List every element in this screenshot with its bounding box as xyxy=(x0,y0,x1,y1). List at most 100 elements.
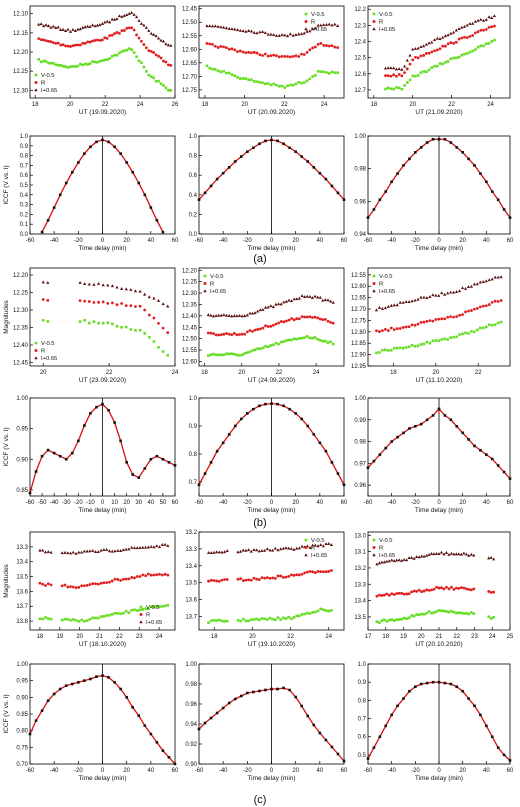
point-v xyxy=(400,617,404,621)
point-r xyxy=(138,304,142,308)
point-v xyxy=(69,65,72,68)
point-i xyxy=(446,33,450,37)
y-tick-label: 0.0 xyxy=(20,232,29,238)
y-tick-label: 12.7 xyxy=(354,88,366,94)
point-i xyxy=(113,549,117,553)
y-tick-label: 12.35 xyxy=(13,326,29,332)
ccf-point xyxy=(246,150,249,153)
point-v xyxy=(401,346,405,350)
point-v xyxy=(467,612,471,616)
point-r xyxy=(303,315,306,319)
point-i xyxy=(313,294,317,298)
x-tick-label: 22 xyxy=(453,634,460,640)
point-r xyxy=(432,587,436,591)
point-i xyxy=(127,547,131,551)
point-i xyxy=(82,549,87,553)
point-r xyxy=(434,318,438,321)
point-r xyxy=(303,571,307,575)
point-i xyxy=(100,22,104,26)
point-v xyxy=(66,66,70,69)
point-r xyxy=(252,576,256,580)
point-r xyxy=(470,309,473,312)
ccf-point xyxy=(431,137,435,141)
point-r xyxy=(220,578,224,582)
point-i xyxy=(463,286,468,290)
point-i xyxy=(263,305,268,309)
point-v xyxy=(305,335,309,338)
x-tick-label: -20 xyxy=(411,238,420,244)
point-i xyxy=(487,15,491,19)
point-r xyxy=(152,573,156,577)
point-r xyxy=(215,579,218,583)
point-v xyxy=(123,49,126,53)
point-i xyxy=(269,32,273,36)
point-r xyxy=(457,37,461,41)
point-v xyxy=(88,62,92,65)
ccf-point xyxy=(173,762,177,766)
point-r xyxy=(102,581,106,585)
point-v xyxy=(253,348,257,351)
point-r xyxy=(115,31,119,34)
y-tick-label: 12.90 xyxy=(351,353,367,359)
point-v xyxy=(298,614,301,618)
point-r xyxy=(305,315,309,319)
point-i xyxy=(206,551,211,554)
point-v xyxy=(160,605,164,608)
point-v xyxy=(57,63,60,67)
point-v xyxy=(295,614,298,618)
point-r xyxy=(120,302,124,305)
point-v xyxy=(225,352,228,356)
point-v xyxy=(97,616,100,620)
y-tick-label: 12.55 xyxy=(182,34,198,40)
point-v xyxy=(470,330,473,333)
point-i xyxy=(64,29,68,33)
ccf-point xyxy=(258,689,261,693)
x-tick-label: 18 xyxy=(202,102,209,108)
x-tick-label: 18 xyxy=(211,634,218,640)
point-i xyxy=(142,23,146,27)
legend-marker-r xyxy=(34,81,38,84)
ccf-point xyxy=(52,451,56,455)
ccf-point xyxy=(479,448,482,452)
point-v xyxy=(106,321,110,325)
point-i xyxy=(467,553,471,557)
ccf-point xyxy=(449,682,453,686)
y-tick-label: 12.30 xyxy=(182,291,198,297)
point-v xyxy=(258,80,262,84)
point-r xyxy=(37,37,41,41)
point-r xyxy=(101,300,105,304)
point-i xyxy=(156,36,161,40)
chart-b4: -60 -50 -40 -30 -20 -10 0 10 20 30 40 50 600.850.900… xyxy=(3,396,179,514)
point-i xyxy=(274,302,278,306)
point-v xyxy=(44,616,47,619)
point-i xyxy=(241,29,245,33)
ccf-point xyxy=(294,150,297,153)
point-i xyxy=(256,309,260,313)
point-i xyxy=(209,313,213,317)
ccf-point xyxy=(324,738,328,742)
point-i xyxy=(147,295,151,299)
point-v xyxy=(470,611,473,614)
point-v xyxy=(445,610,448,613)
ccf-point xyxy=(443,681,447,685)
y-tick-label: 12.25 xyxy=(13,69,29,75)
ccf-point xyxy=(107,408,110,412)
ccf-point xyxy=(378,198,382,201)
y-tick-label: 13.5 xyxy=(354,615,366,621)
point-r xyxy=(410,323,414,327)
point-v xyxy=(159,82,163,85)
point-v xyxy=(425,611,428,615)
point-v xyxy=(446,338,449,341)
point-r xyxy=(258,327,262,331)
ccf-point xyxy=(467,438,470,441)
point-i xyxy=(66,27,70,31)
point-i xyxy=(68,551,73,555)
ccf-point xyxy=(137,714,141,717)
ccf-point xyxy=(264,688,267,692)
point-v xyxy=(449,336,452,339)
point-i xyxy=(54,26,58,29)
point-i xyxy=(316,295,320,299)
point-i xyxy=(400,67,404,71)
point-i xyxy=(442,552,446,556)
